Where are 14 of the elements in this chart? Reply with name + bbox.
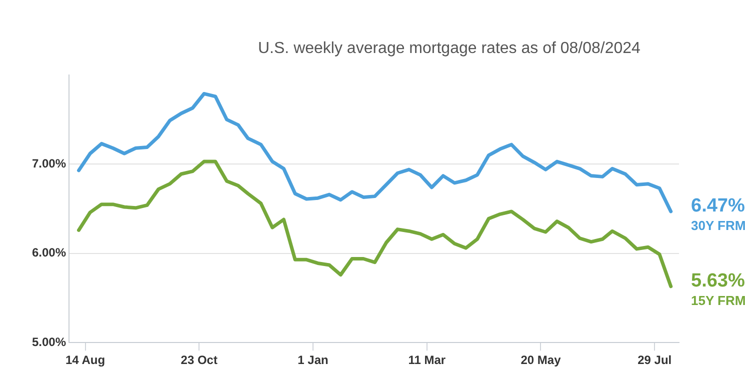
y-tick-label: 7.00%: [32, 156, 66, 171]
y-tick-label: 6.00%: [32, 246, 66, 260]
x-tick-label: 14 Aug: [65, 353, 106, 368]
x-tick-label: 11 Mar: [408, 353, 446, 368]
chart-subtitle: U.S. weekly average mortgage rates as of 08/08/2024: [258, 40, 640, 58]
series-label: 30Y FRM: [691, 218, 745, 234]
data-label: 5.63%: [691, 270, 745, 292]
x-tick-label: 1 Jan: [298, 353, 328, 368]
x-tick-label: 20 May: [520, 353, 562, 368]
x-tick-label: 29 Jul: [638, 353, 672, 368]
x-tick-label: 23 Oct: [180, 353, 218, 368]
data-label: 6.47%: [691, 196, 745, 217]
y-tick-label: 5.00%: [32, 334, 66, 349]
series-label: 15Y FRM: [691, 292, 745, 308]
